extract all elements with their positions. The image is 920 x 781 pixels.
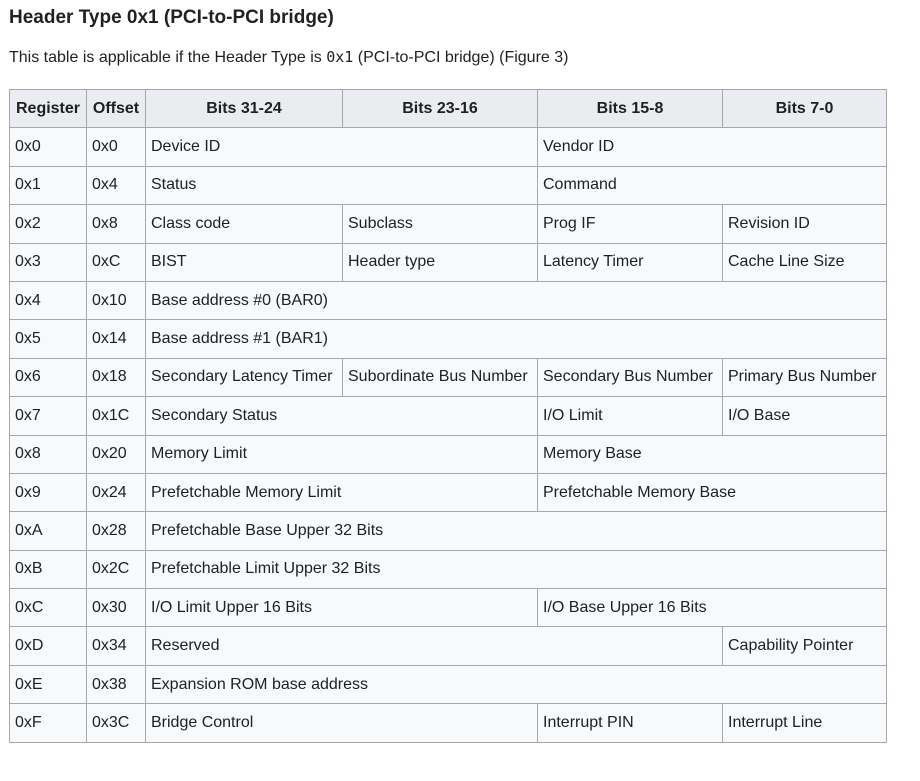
table-row: 0x3 0xC BIST Header type Latency Timer Cache … [9,242,887,282]
table-row: 0xD 0x34 Reserved Capability Pointer [9,626,887,666]
field-cell: Primary Bus Number [722,357,887,398]
table-row: 0x5 0x14 Base address #1 (BAR1) [9,319,887,359]
table-row: 0x4 0x10 Base address #0 (BAR0) [9,280,887,321]
offset-cell: 0x8 [86,204,146,244]
table-row: 0x6 0x18 Secondary Latency Timer Subordinat… [9,357,887,398]
field-cell: Secondary Status [145,396,538,436]
register-cell: 0xC [9,588,87,628]
register-cell: 0x1 [9,165,87,206]
offset-cell: 0x20 [86,434,146,474]
table-row: 0xE 0x38 Expansion ROM base address [9,664,887,705]
field-cell: Prefetchable Limit Upper 32 Bits [145,549,887,590]
register-cell: 0x7 [9,396,87,436]
offset-cell: 0x3C [86,703,146,743]
field-cell: Secondary Bus Number [537,357,723,398]
field-cell: Device ID [145,127,538,167]
column-header: Bits 7-0 [722,88,887,129]
column-header: Bits 15-8 [537,88,723,129]
field-cell: Revision ID [722,204,887,244]
table-row: 0x2 0x8 Class code Subclass Prog IF Revision … [9,204,887,244]
section-heading: Header Type 0x1 (PCI-to-PCI bridge) [9,7,334,28]
register-cell: 0xE [9,664,87,705]
field-cell: Interrupt PIN [537,703,723,743]
header-type-code: 0x1 [326,48,354,66]
offset-cell: 0x4 [86,165,146,206]
field-cell: Base address #1 (BAR1) [145,319,887,359]
offset-cell: 0x38 [86,664,146,705]
offset-cell: 0x24 [86,472,146,513]
offset-cell: 0x0 [86,127,146,167]
register-table: Register Offset Bits 31-24 Bits 23-16 Bits 1… [9,88,887,743]
offset-cell: 0x34 [86,626,146,666]
table-row: 0xB 0x2C Prefetchable Limit Upper 32 Bits [9,549,887,590]
table-row: 0x0 0x0 Device ID Vendor ID [9,127,887,167]
table-row: 0xF 0x3C Bridge Control Interrupt PIN Interr… [9,703,887,743]
field-cell: Prog IF [537,204,723,244]
register-cell: 0x8 [9,434,87,474]
intro-text: This table is applicable if the Header T… [9,46,568,69]
register-cell: 0xA [9,511,87,551]
register-cell: 0x3 [9,242,87,282]
column-header: Register [9,88,87,129]
field-cell: Capability Pointer [722,626,887,666]
field-cell: Command [537,165,887,206]
field-cell: I/O Limit Upper 16 Bits [145,588,538,628]
field-cell: Latency Timer [537,242,723,282]
offset-cell: 0x10 [86,280,146,321]
field-cell: Base address #0 (BAR0) [145,280,887,321]
field-cell: Header type [342,242,538,282]
field-cell: Memory Limit [145,434,538,474]
field-cell: Memory Base [537,434,887,474]
register-cell: 0x0 [9,127,87,167]
register-cell: 0xD [9,626,87,666]
register-table-head: Register Offset Bits 31-24 Bits 23-16 Bits 1… [9,88,887,129]
table-row: 0x9 0x24 Prefetchable Memory Limit Prefetch… [9,472,887,513]
offset-cell: 0x14 [86,319,146,359]
offset-cell: 0x18 [86,357,146,398]
register-cell: 0x4 [9,280,87,321]
field-cell: Reserved [145,626,723,666]
field-cell: Interrupt Line [722,703,887,743]
field-cell: Subclass [342,204,538,244]
register-cell: 0x6 [9,357,87,398]
column-header: Bits 31-24 [145,88,343,129]
offset-cell: 0x30 [86,588,146,628]
field-cell: Class code [145,204,343,244]
field-cell: Expansion ROM base address [145,664,887,705]
column-header: Offset [86,88,146,129]
intro-text-before: This table is applicable if the Header T… [9,49,327,66]
field-cell: Prefetchable Memory Limit [145,472,538,513]
field-cell: Status [145,165,538,206]
field-cell: BIST [145,242,343,282]
register-cell: 0x5 [9,319,87,359]
field-cell: I/O Limit [537,396,723,436]
register-cell: 0xF [9,703,87,743]
register-cell: 0x9 [9,472,87,513]
register-cell: 0x2 [9,204,87,244]
table-row: 0x8 0x20 Memory Limit Memory Base [9,434,887,474]
table-row: 0x7 0x1C Secondary Status I/O Limit I/O Base [9,396,887,436]
field-cell: Bridge Control [145,703,538,743]
register-cell: 0xB [9,549,87,590]
field-cell: Prefetchable Base Upper 32 Bits [145,511,887,551]
offset-cell: 0x2C [86,549,146,590]
intro-text-after: (PCI-to-PCI bridge) (Figure 3) [353,49,569,66]
field-cell: Cache Line Size [722,242,887,282]
register-table-body: 0x0 0x0 Device ID Vendor ID 0x1 0x4 Status Comm… [9,127,887,743]
offset-cell: 0x28 [86,511,146,551]
header-row: Register Offset Bits 31-24 Bits 23-16 Bits 1… [9,88,887,129]
field-cell: I/O Base [722,396,887,436]
offset-cell: 0xC [86,242,146,282]
offset-cell: 0x1C [86,396,146,436]
field-cell: Subordinate Bus Number [342,357,538,398]
field-cell: Secondary Latency Timer [145,357,343,398]
table-row: 0xC 0x30 I/O Limit Upper 16 Bits I/O Base U… [9,588,887,628]
column-header: Bits 23-16 [342,88,538,129]
field-cell: I/O Base Upper 16 Bits [537,588,887,628]
field-cell: Prefetchable Memory Base [537,472,887,513]
table-row: 0x1 0x4 Status Command [9,165,887,206]
field-cell: Vendor ID [537,127,887,167]
table-row: 0xA 0x28 Prefetchable Base Upper 32 Bits [9,511,887,551]
